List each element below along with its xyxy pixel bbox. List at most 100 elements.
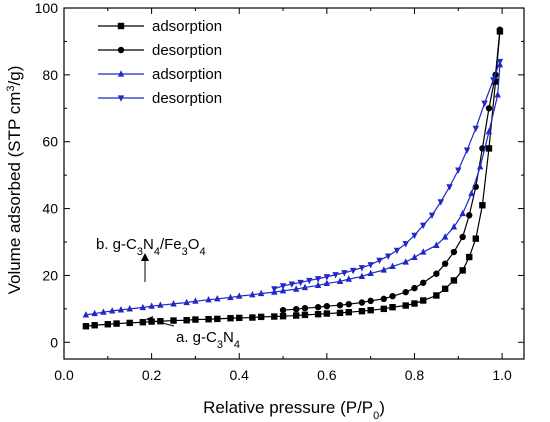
data-point [411, 284, 418, 292]
data-point [192, 297, 199, 304]
data-point [183, 298, 190, 306]
data-point [205, 296, 212, 303]
x-tick-label: 0.0 [54, 367, 74, 383]
y-tick-label: 40 [42, 201, 58, 217]
data-point [463, 147, 471, 154]
annotations: a. g-C3N4 b. g-C3N4/Fe3O4 [96, 236, 240, 351]
data-point [183, 317, 190, 324]
y-axis-title: Volume adsorbed (STP cm3/g) [5, 66, 24, 295]
data-point [336, 309, 344, 317]
data-point [301, 283, 309, 291]
data-point [367, 297, 374, 305]
data-point [170, 300, 177, 307]
data-point [376, 257, 383, 265]
data-point [428, 212, 436, 220]
data-point [336, 301, 344, 309]
x-tick-label: 1.0 [492, 367, 512, 383]
data-point [214, 295, 221, 302]
data-point [279, 306, 287, 314]
data-point [490, 77, 497, 84]
data-point [402, 258, 409, 265]
data-point [380, 305, 388, 313]
data-point [411, 253, 418, 260]
data-point [332, 272, 339, 279]
data-point [336, 277, 344, 285]
y-tick-label: 100 [35, 0, 59, 16]
data-point [492, 78, 499, 85]
data-point [314, 276, 322, 283]
y-tick-label: 20 [42, 267, 58, 283]
data-point [349, 267, 357, 275]
data-point [420, 248, 427, 255]
data-point [345, 300, 352, 308]
data-point [433, 270, 440, 277]
data-point [314, 303, 322, 311]
legend-marker [117, 22, 125, 30]
data-point [466, 253, 473, 261]
data-point [402, 241, 409, 248]
axis-tick-labels: 0.0 0.2 0.4 0.6 0.8 1.0 0 20 40 60 80 100 [35, 0, 512, 383]
data-point [496, 26, 504, 33]
data-point [279, 283, 287, 290]
data-point [485, 145, 493, 152]
data-point [380, 266, 388, 273]
data-point [358, 265, 366, 272]
data-point [297, 279, 304, 287]
legend-label: adsorption [152, 66, 222, 83]
data-point [472, 125, 480, 133]
data-point [433, 292, 440, 299]
data-point [113, 320, 120, 327]
data-point [485, 127, 493, 135]
data-point [367, 269, 374, 277]
data-point [249, 314, 256, 321]
data-point [236, 292, 243, 299]
data-point [479, 202, 486, 209]
data-point [82, 311, 90, 318]
data-point [301, 304, 309, 312]
plot-frame [63, 7, 525, 360]
data-point [279, 287, 287, 294]
data-point [214, 315, 221, 323]
data-point [341, 270, 348, 277]
data-point [476, 162, 484, 170]
annotation-a-arrow [149, 319, 175, 327]
x-tick-label: 0.6 [317, 367, 337, 383]
data-point [249, 291, 256, 298]
data-point [411, 300, 418, 307]
data-point [450, 223, 458, 230]
x-tick-label: 0.8 [405, 367, 425, 383]
series-line [85, 64, 501, 316]
data-point [494, 91, 501, 98]
data-point [420, 222, 427, 230]
data-point [271, 313, 278, 320]
x-axis-title: Relative pressure (P/P0) [203, 398, 385, 422]
data-point [450, 248, 458, 256]
data-point [446, 184, 453, 191]
data-point [104, 321, 112, 328]
data-point [496, 58, 504, 66]
data-point [236, 314, 243, 322]
data-point [139, 303, 147, 311]
data-point [420, 297, 427, 304]
data-point [126, 319, 133, 327]
data-point [170, 317, 177, 324]
data-point [323, 274, 331, 281]
legend-label: adsorption [152, 18, 222, 35]
data-point [100, 308, 107, 315]
y-tick-label: 60 [42, 134, 58, 150]
data-point [358, 299, 366, 306]
data-point [367, 306, 374, 314]
x-tick-label: 0.2 [142, 367, 162, 383]
data-point [279, 313, 287, 320]
data-point [441, 285, 449, 292]
data-point [389, 292, 396, 300]
data-point [292, 285, 300, 292]
data-point [437, 199, 444, 206]
data-point [393, 247, 401, 255]
annotation-a-label: a. g-C3N4 [176, 329, 240, 351]
data-point [384, 253, 392, 260]
series-1-desorption [279, 26, 504, 314]
data-point [301, 311, 309, 319]
data-point [466, 212, 473, 219]
